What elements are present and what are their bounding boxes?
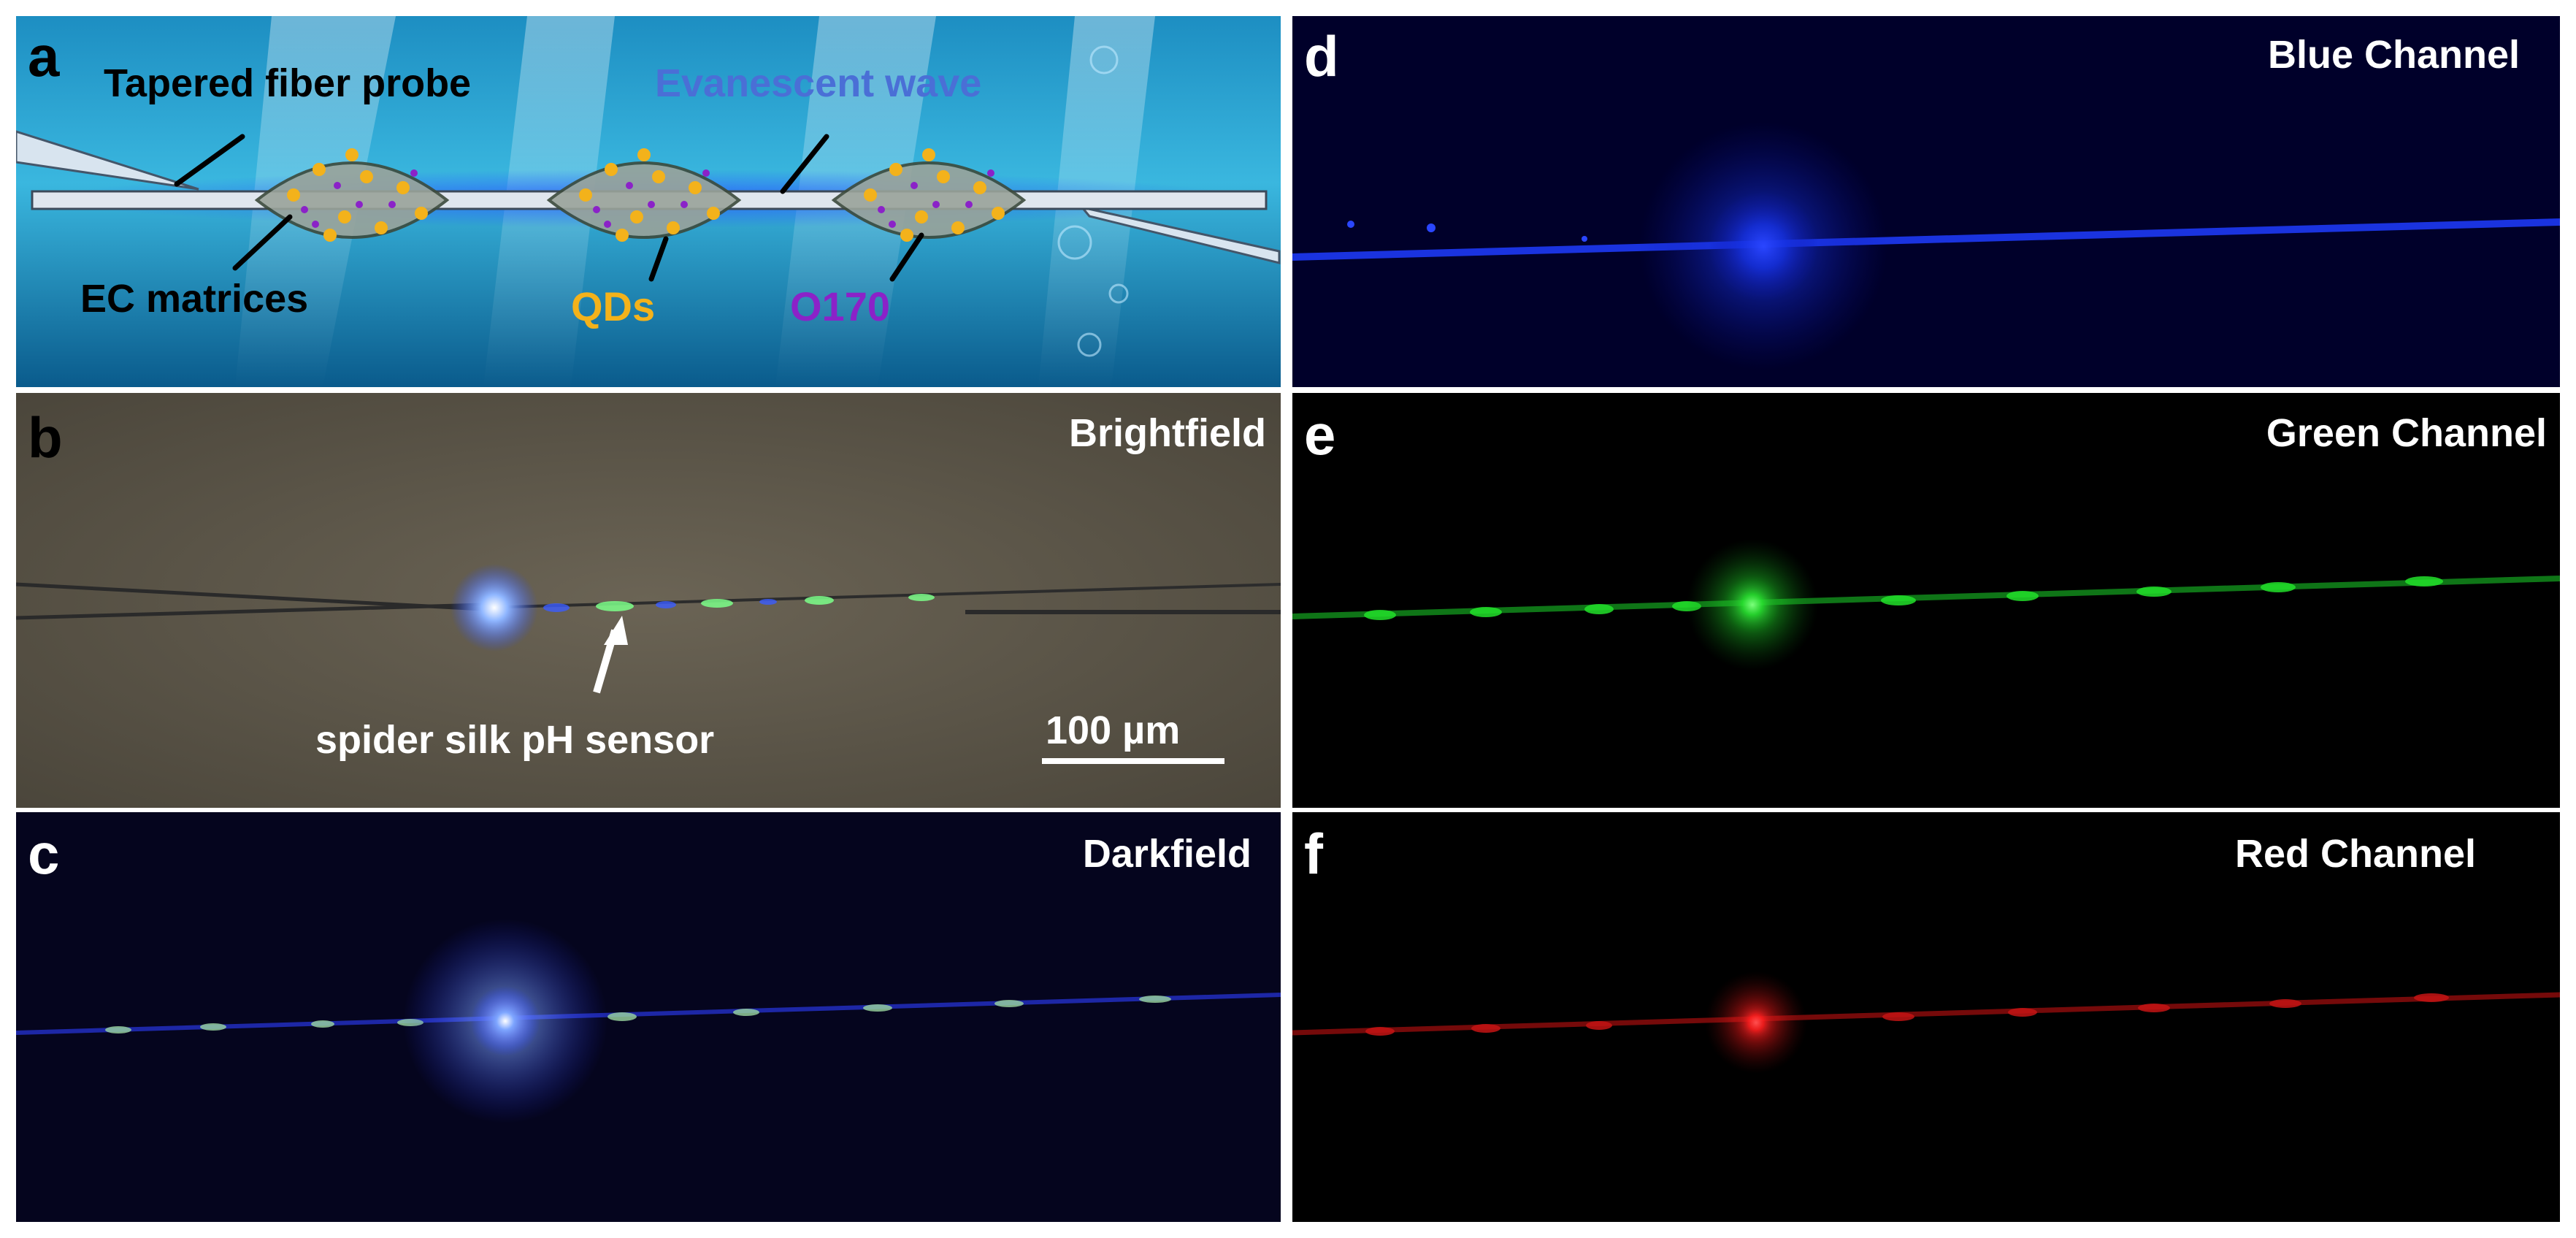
panel-letter-f: f — [1304, 822, 1323, 886]
panel-letter-d: d — [1304, 24, 1339, 88]
schematic-drawing — [16, 16, 1281, 387]
evanescent-wave-label: Evanescent wave — [655, 61, 982, 105]
green-channel-image — [1292, 539, 2560, 670]
spider-silk-sensor-label: spider silk pH sensor — [315, 718, 715, 762]
panel-letter-e: e — [1304, 402, 1336, 467]
brightfield-title: Brightfield — [1069, 411, 1266, 455]
panel-letter-a: a — [28, 24, 60, 88]
o170-label: O170 — [790, 283, 890, 329]
darkfield-image — [16, 919, 1281, 1123]
panel-letter-b: b — [28, 405, 63, 470]
panel-c-darkfield: c Darkfield — [16, 812, 1281, 1222]
panel-f-red-channel: f Red Channel — [1292, 812, 2560, 1222]
panel-a-schematic: a Tapered fiber probe Evanescent wave EC… — [16, 16, 1281, 387]
brightfield-image — [16, 393, 1281, 808]
tapered-fiber-probe-label: Tapered fiber probe — [104, 61, 472, 105]
panel-b-brightfield: b Brightfield spider silk pH sensor 100 … — [16, 393, 1281, 808]
panel-e-green-channel: e Green Channel — [1292, 393, 2560, 808]
ec-matrices-label: EC matrices — [80, 277, 309, 321]
red-channel-title: Red Channel — [2234, 832, 2476, 876]
darkfield-title: Darkfield — [1082, 832, 1251, 876]
panel-d-blue-channel: d Blue Channel — [1292, 16, 2560, 387]
red-channel-image — [1292, 971, 2560, 1074]
panel-letter-c: c — [28, 822, 60, 886]
qds-label: QDs — [571, 283, 656, 329]
scale-bar-label: 100 µm — [1046, 708, 1181, 752]
green-channel-title: Green Channel — [2266, 411, 2547, 455]
blue-channel-title: Blue Channel — [2267, 33, 2520, 77]
blue-channel-image — [1292, 122, 2560, 370]
